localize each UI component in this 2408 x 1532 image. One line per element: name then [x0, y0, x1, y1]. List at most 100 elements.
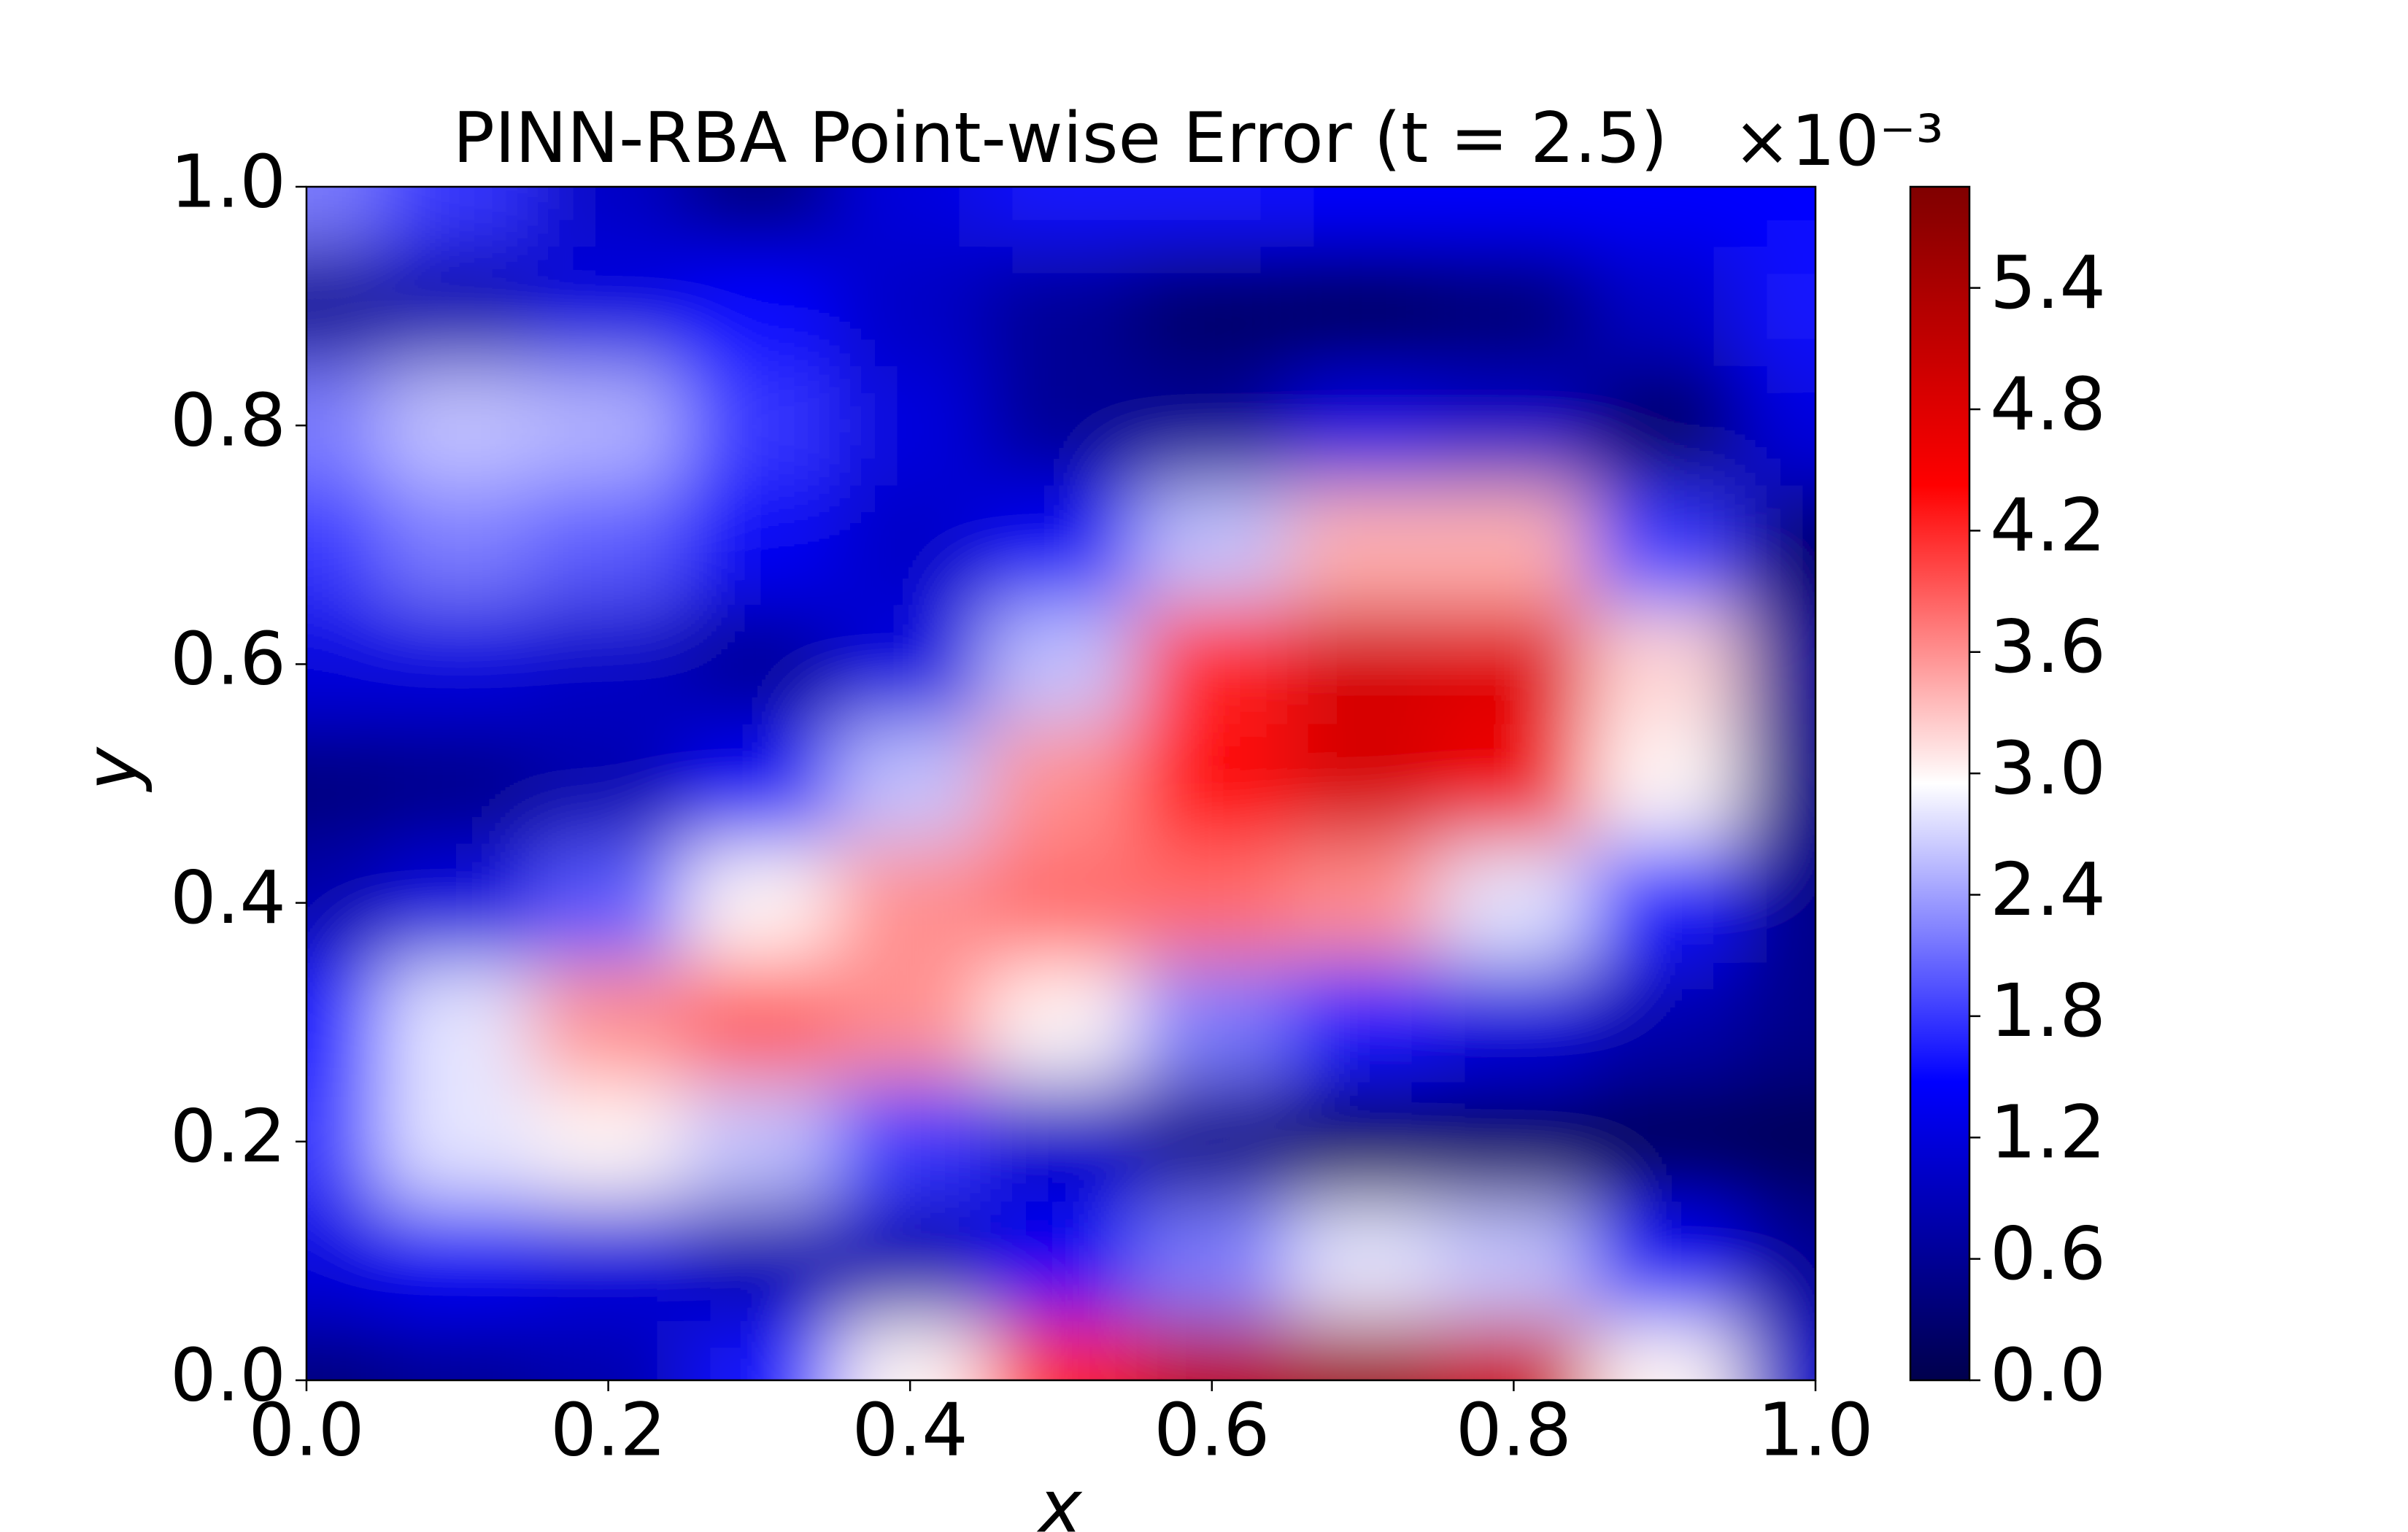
colorbar-tick-label: 3.0	[1990, 725, 2106, 811]
heatmap-cell	[382, 187, 533, 247]
heatmap-cell	[1740, 246, 1815, 366]
heatmap-cell	[306, 724, 382, 844]
y-tick-label: 0.8	[170, 378, 286, 463]
heatmap-cell	[1438, 1201, 1590, 1321]
x-tick-label: 0.8	[1456, 1387, 1572, 1472]
heatmap-cell	[533, 843, 684, 963]
heatmap-cell	[1740, 604, 1815, 724]
heatmap-cell	[985, 724, 1137, 844]
heatmap-cell	[533, 485, 684, 606]
heatmap-cell	[1740, 962, 1815, 1083]
heatmap-cell	[1589, 724, 1741, 844]
heatmap-cell	[834, 1201, 987, 1321]
heatmap-cell	[1438, 187, 1590, 247]
heatmap-cell	[985, 246, 1137, 366]
colorbar-tick-label: 3.6	[1990, 604, 2106, 689]
heatmap-cell	[306, 962, 382, 1083]
heatmap-cell	[684, 485, 836, 606]
heatmap-cell	[1589, 604, 1741, 724]
heatmap-cell	[1740, 843, 1815, 963]
heatmap-cell	[1438, 485, 1590, 606]
heatmap-cell	[382, 724, 533, 844]
heatmap-cell	[834, 187, 987, 247]
colorbar-tick-label: 4.2	[1990, 483, 2106, 568]
y-tick-label: 0.0	[170, 1332, 286, 1417]
heatmap-cell	[834, 485, 987, 606]
x-tick-label: 1.0	[1757, 1387, 1873, 1472]
heatmap-cell	[382, 843, 533, 963]
heatmap-cell	[985, 1082, 1137, 1202]
heatmap-cell	[1438, 1082, 1590, 1202]
heatmap-cell	[1589, 485, 1741, 606]
heatmap-cell	[1287, 843, 1439, 963]
heatmap-cell	[1438, 843, 1590, 963]
heatmap-cell	[1136, 962, 1288, 1083]
heatmap	[306, 187, 1815, 1380]
plot-frame	[305, 185, 1817, 1382]
heatmap-cell	[306, 1320, 382, 1380]
heatmap-cell	[834, 604, 987, 724]
heatmap-cell	[382, 485, 533, 606]
heatmap-cell	[382, 1082, 533, 1202]
heatmap-cell	[684, 843, 836, 963]
heatmap-cell	[1589, 843, 1741, 963]
heatmap-cell	[1589, 1201, 1741, 1321]
heatmap-cell	[1740, 1201, 1815, 1321]
heatmap-cell	[1136, 187, 1288, 247]
heatmap-cell	[985, 1201, 1137, 1321]
heatmap-cell	[382, 1320, 533, 1380]
heatmap-cell	[533, 604, 684, 724]
heatmap-cell	[834, 724, 987, 844]
heatmap-cell	[1136, 724, 1288, 844]
heatmap-cell	[382, 365, 533, 486]
heatmap-cell	[985, 485, 1137, 606]
heatmap-cell	[1287, 1082, 1439, 1202]
heatmap-cell	[1136, 365, 1288, 486]
heatmap-cell	[533, 1320, 684, 1380]
heatmap-cell	[1287, 604, 1439, 724]
heatmap-cell	[1438, 604, 1590, 724]
heatmap-cell	[834, 843, 987, 963]
heatmap-cell	[985, 187, 1137, 247]
heatmap-cell	[382, 246, 533, 366]
heatmap-cell	[985, 604, 1137, 724]
x-tick-label: 0.4	[852, 1387, 968, 1472]
heatmap-cell	[834, 962, 987, 1083]
colorbar-tick-label: 0.6	[1990, 1211, 2106, 1296]
colorbar-tick-label: 4.8	[1990, 361, 2106, 446]
heatmap-cell	[684, 1201, 836, 1321]
heatmap-cell	[1740, 485, 1815, 606]
x-axis-label: x	[1036, 1463, 1083, 1532]
y-axis-label: y	[69, 746, 154, 793]
heatmap-cell	[1136, 1320, 1288, 1380]
heatmap-cell	[533, 246, 684, 366]
heatmap-cell	[306, 1082, 382, 1202]
heatmap-cell	[1438, 246, 1590, 366]
heatmap-cell	[1287, 724, 1439, 844]
heatmap-cell	[306, 187, 382, 247]
heatmap-cell	[1589, 1082, 1741, 1202]
heatmap-cell	[1740, 187, 1815, 247]
heatmap-cell	[306, 365, 382, 486]
heatmap-cell	[1740, 1320, 1815, 1380]
heatmap-cell	[1740, 1082, 1815, 1202]
colorbar-tick-label: 5.4	[1990, 240, 2106, 325]
heatmap-cell	[684, 724, 836, 844]
heatmap-cell	[306, 246, 382, 366]
heatmap-cell	[684, 1082, 836, 1202]
heatmap-cell	[1287, 962, 1439, 1083]
y-tick-label: 1.0	[170, 139, 286, 224]
heatmap-cell	[1136, 246, 1288, 366]
heatmap-cell	[834, 1082, 987, 1202]
heatmap-cell	[684, 365, 836, 486]
heatmap-cell	[985, 962, 1137, 1083]
heatmap-cell	[1589, 962, 1741, 1083]
heatmap-cell	[533, 187, 684, 247]
colorbar-tick-label: 2.4	[1990, 847, 2106, 932]
heatmap-cell	[306, 604, 382, 724]
heatmap-cell	[1589, 365, 1741, 486]
heatmap-cell	[1589, 1320, 1741, 1380]
heatmap-cell	[684, 604, 836, 724]
heatmap-cell	[985, 1320, 1137, 1380]
heatmap-cell	[1287, 485, 1439, 606]
